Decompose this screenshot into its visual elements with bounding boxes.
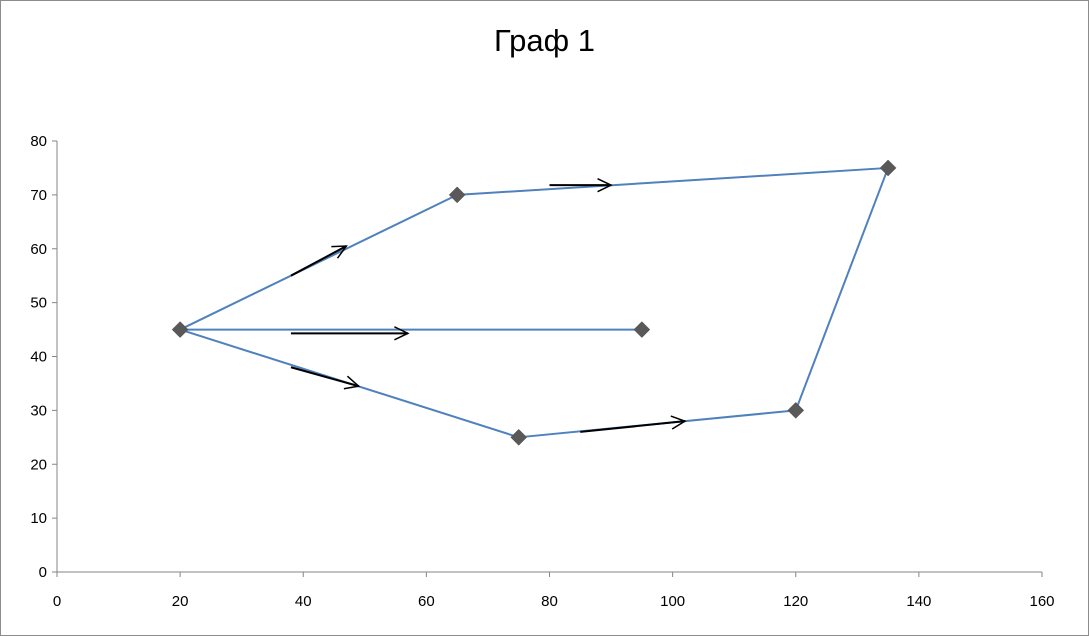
direction-arrow bbox=[290, 326, 410, 341]
arrow-head bbox=[670, 415, 687, 430]
direction-arrow bbox=[549, 177, 613, 193]
arrow-head bbox=[394, 326, 410, 341]
graph-node-marker bbox=[510, 428, 528, 446]
graph-nodes bbox=[171, 159, 897, 446]
y-tick-label: 10 bbox=[30, 510, 47, 527]
y-tick-label: 50 bbox=[30, 295, 47, 312]
y-tick-label: 40 bbox=[30, 349, 47, 366]
x-tick-label: 0 bbox=[53, 593, 61, 610]
y-tick-label: 30 bbox=[30, 402, 47, 419]
graph-edges bbox=[179, 166, 890, 439]
x-tick-label: 140 bbox=[906, 593, 931, 610]
graph-node-marker bbox=[633, 321, 651, 338]
x-tick-label: 40 bbox=[295, 593, 312, 610]
x-tick-label: 60 bbox=[418, 593, 435, 610]
x-tick-label: 80 bbox=[541, 593, 558, 610]
graph-edge bbox=[179, 193, 458, 331]
direction-arrow bbox=[290, 366, 361, 390]
direction-arrow bbox=[290, 245, 348, 277]
arrow-head bbox=[343, 375, 361, 390]
arrow-shaft bbox=[290, 366, 359, 388]
graph-node-marker bbox=[879, 159, 897, 177]
direction-arrow bbox=[580, 415, 687, 433]
y-tick-label: 70 bbox=[30, 187, 47, 204]
graph-edge bbox=[457, 166, 889, 196]
x-tick-label: 20 bbox=[172, 593, 189, 610]
graph-node-marker bbox=[448, 186, 466, 204]
graph-node-marker bbox=[171, 321, 189, 338]
x-tick-label: 120 bbox=[783, 593, 808, 610]
axes: 0 10 20 30 40 50 60 70 80 0 20 40 60 80 100 120 140 160 bbox=[30, 133, 1054, 610]
graph-edge bbox=[794, 167, 890, 411]
arrow-shaft bbox=[580, 420, 686, 433]
x-tick-label: 160 bbox=[1029, 593, 1054, 610]
y-tick-label: 60 bbox=[30, 241, 47, 258]
chart-title: Граф 1 bbox=[494, 23, 595, 58]
arrow-head bbox=[597, 177, 613, 193]
graph-node-marker bbox=[787, 402, 805, 419]
arrow-shaft bbox=[290, 245, 347, 277]
direction-arrows bbox=[290, 177, 687, 433]
arrow-head bbox=[331, 245, 348, 259]
y-tick-label: 0 bbox=[39, 564, 47, 581]
y-tick-label: 80 bbox=[30, 133, 47, 150]
y-tick-label: 20 bbox=[30, 456, 47, 473]
x-tick-label: 100 bbox=[660, 593, 685, 610]
